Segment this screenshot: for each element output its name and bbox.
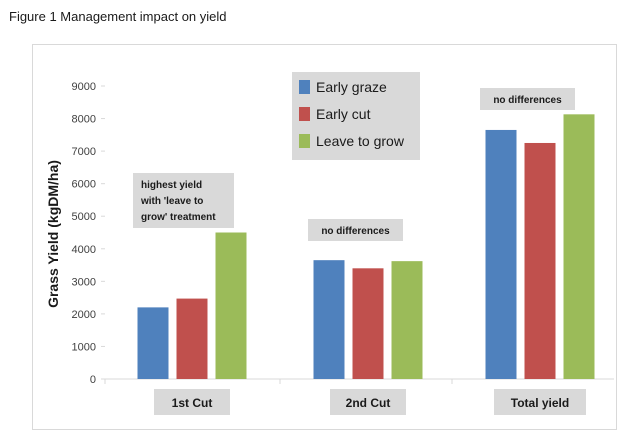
legend-swatch xyxy=(299,134,310,148)
bar-early-cut xyxy=(176,298,208,379)
bar-leave-to-grow xyxy=(391,261,423,379)
annotation-text: grow' treatment xyxy=(141,212,216,223)
y-tick-label: 3000 xyxy=(72,276,96,288)
category-label-box xyxy=(494,389,586,415)
bar-early-graze xyxy=(485,129,517,379)
annotation-box xyxy=(308,219,403,241)
y-tick-label: 9000 xyxy=(72,81,96,93)
bar-early-graze xyxy=(313,260,345,379)
legend-label: Leave to grow xyxy=(316,133,405,149)
bar-early-graze xyxy=(137,307,169,379)
annotation-box xyxy=(133,173,234,228)
legend-label: Early cut xyxy=(316,106,371,122)
y-tick-label: 4000 xyxy=(72,244,96,256)
y-tick-label: 2000 xyxy=(72,309,96,321)
legend-label: Early graze xyxy=(316,79,387,95)
category-label: 1st Cut xyxy=(172,396,213,410)
annotation-box xyxy=(480,88,575,110)
y-tick-label: 8000 xyxy=(72,114,96,126)
bar-early-cut xyxy=(524,142,556,379)
category-label: 2nd Cut xyxy=(346,396,391,410)
figure-title: Figure 1 Management impact on yield xyxy=(9,9,227,24)
y-tick-label: 0 xyxy=(90,374,96,386)
category-label: Total yield xyxy=(511,396,569,410)
y-axis-label: Grass Yield (kgDM/ha) xyxy=(45,160,61,308)
annotation-text: with 'leave to xyxy=(140,196,203,207)
annotation-text: no differences xyxy=(493,95,562,106)
bar-leave-to-grow xyxy=(215,232,247,379)
y-tick-label: 5000 xyxy=(72,211,96,223)
legend-swatch xyxy=(299,80,310,94)
y-tick-label: 7000 xyxy=(72,146,96,158)
category-label-box xyxy=(330,389,406,415)
category-label-box xyxy=(154,389,230,415)
legend-box xyxy=(292,72,420,160)
y-tick-label: 1000 xyxy=(72,341,96,353)
annotation-text: highest yield xyxy=(141,180,202,191)
annotation-text: no differences xyxy=(321,226,390,237)
bar-early-cut xyxy=(352,268,384,379)
y-tick-label: 6000 xyxy=(72,179,96,191)
bar-leave-to-grow xyxy=(563,114,595,379)
legend-swatch xyxy=(299,107,310,121)
